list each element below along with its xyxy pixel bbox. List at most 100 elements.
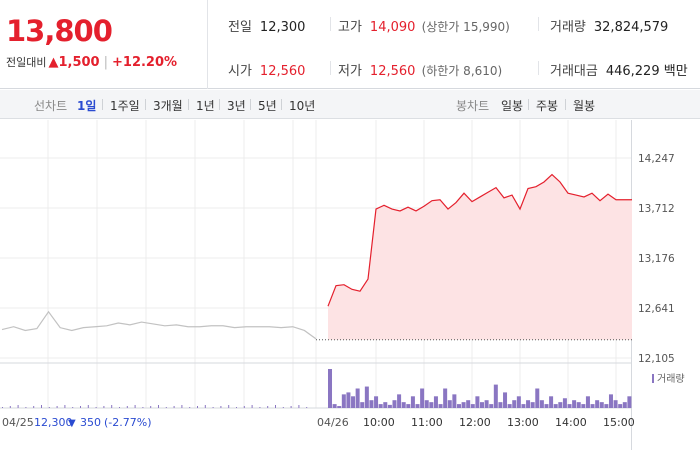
volume-bar	[165, 407, 167, 408]
volume-bar	[433, 396, 438, 408]
tab-period-3m[interactable]: 3개월	[153, 99, 183, 113]
change-divider: |	[103, 55, 108, 70]
x-tick-label: 10:00	[363, 416, 395, 429]
quote-header: 13,800 전일대비 ▲1,500 | +12.20% 전일 12,300 고가 14,…	[0, 0, 700, 89]
volume-bar	[397, 394, 402, 408]
volume-bar	[282, 407, 284, 408]
volume-bar	[590, 404, 595, 408]
y-tick-label: 12,641	[638, 303, 675, 315]
volume-bar	[470, 404, 475, 408]
high-label: 고가	[338, 20, 362, 35]
volume-bar	[17, 405, 19, 408]
prev-close-label: 전일	[228, 20, 252, 35]
volume-bar	[438, 404, 443, 408]
volume-bar	[627, 396, 632, 408]
volume-bar	[581, 404, 586, 408]
volume-bar	[595, 400, 600, 408]
stat-divider	[330, 17, 331, 31]
tab-period-1w[interactable]: 1주일	[110, 99, 140, 113]
volume-bar	[243, 406, 245, 408]
tab-period-3y[interactable]: 3년	[227, 99, 246, 113]
volume-bar	[535, 388, 540, 408]
line-chart-label: 선차트	[34, 99, 68, 113]
volume-bar	[64, 405, 66, 408]
high-stat: 고가 14,090 (상한가 15,990)	[338, 16, 510, 35]
stat-divider	[330, 61, 331, 75]
volume-bar	[212, 407, 214, 408]
volume-bar	[544, 404, 549, 408]
volume-bar	[410, 396, 415, 408]
x-tick-label: 14:00	[555, 416, 587, 429]
open-stat: 시가 12,560	[228, 60, 305, 79]
volume-bar	[267, 406, 269, 408]
volume-bar	[558, 402, 563, 408]
x-tick-label: 13:00	[507, 416, 539, 429]
volume-bar	[25, 407, 27, 408]
volume-bar	[489, 404, 494, 408]
volume-bar	[355, 388, 360, 408]
volume-bar	[507, 404, 512, 408]
volume-legend-swatch	[652, 374, 654, 383]
change-percent: +12.20%	[112, 55, 178, 70]
volume-bar	[521, 404, 526, 408]
volume-bar	[452, 394, 457, 408]
volume-bar	[158, 405, 159, 408]
upper-limit: (상한가 15,990)	[421, 20, 510, 34]
tab-period-1d[interactable]: 1일	[77, 99, 97, 113]
volume-bar	[378, 404, 383, 408]
volume-bar	[72, 407, 74, 408]
volume-bar	[142, 407, 144, 408]
tab-period-5y[interactable]: 5년	[258, 99, 277, 113]
volume-bar	[150, 406, 152, 408]
lower-limit: (하한가 8,610)	[421, 64, 503, 78]
x-tick-date-prev: 04/25	[2, 416, 34, 429]
volume-bar	[337, 406, 342, 408]
volume-bar	[553, 404, 558, 408]
volume-bar	[197, 406, 198, 408]
x-tick-label: 11:00	[411, 416, 443, 429]
volume-bar	[456, 404, 461, 408]
volume-value: 32,824,579	[593, 20, 669, 35]
price-area-fill	[328, 174, 632, 340]
tab-period-1y[interactable]: 1년	[196, 99, 215, 113]
volume-bar	[387, 404, 392, 408]
volume-bar	[275, 405, 276, 408]
low-value: 12,560	[369, 64, 416, 79]
tab-divider	[565, 99, 566, 110]
volume-bar	[613, 400, 618, 408]
volume-bar	[2, 407, 3, 408]
tab-candle-daily[interactable]: 일봉	[501, 99, 524, 113]
tab-divider	[528, 99, 529, 110]
price-panel: 13,800 전일대비 ▲1,500 | +12.20%	[0, 0, 208, 89]
prev-summary-change: 350	[80, 416, 101, 429]
volume-bar	[95, 407, 97, 408]
volume-bar	[236, 407, 237, 408]
volume-bar	[328, 369, 333, 408]
tab-divider	[145, 99, 146, 110]
up-arrow-icon: ▲	[48, 55, 59, 70]
tab-candle-monthly[interactable]: 월봉	[573, 99, 596, 113]
volume-bar	[618, 404, 623, 408]
volume-bar	[503, 392, 508, 408]
volume-bar	[392, 400, 397, 408]
volume-bar	[134, 405, 136, 408]
volume-bar	[346, 392, 351, 408]
volume-bar	[306, 407, 308, 408]
tab-divider	[102, 99, 103, 110]
low-label: 저가	[338, 64, 362, 79]
x-tick-date-today: 04/26	[317, 416, 349, 429]
tab-period-10y[interactable]: 10년	[289, 99, 316, 113]
volume-bar	[119, 407, 120, 408]
volume-bar	[480, 402, 485, 408]
volume-bar	[424, 400, 429, 408]
volume-bar	[9, 406, 11, 408]
volume-bar	[549, 396, 554, 408]
stat-divider	[538, 17, 539, 31]
volume-bar	[429, 402, 434, 408]
volume-bar	[56, 406, 58, 408]
tab-candle-weekly[interactable]: 주봉	[536, 99, 559, 113]
high-value: 14,090	[369, 20, 416, 35]
prev-summary-pct: (-2.77%)	[104, 416, 152, 429]
price-line	[327, 173, 632, 307]
